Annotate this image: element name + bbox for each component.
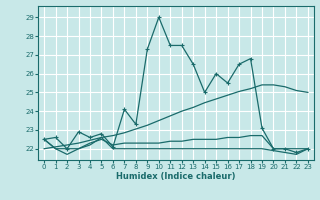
X-axis label: Humidex (Indice chaleur): Humidex (Indice chaleur)	[116, 172, 236, 181]
